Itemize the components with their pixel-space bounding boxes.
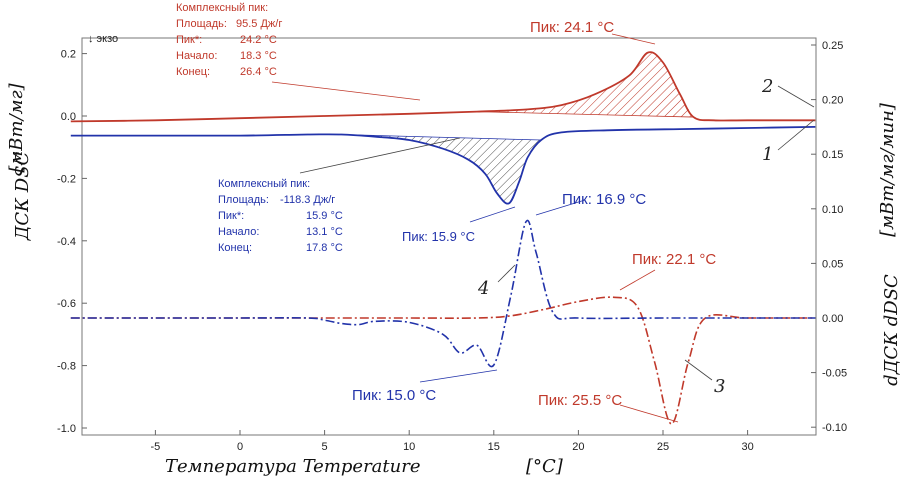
x-tick-label: 20 (572, 441, 584, 453)
peak-label-25-5: Пик: 25.5 °C (538, 392, 622, 409)
x-tick-label: 30 (741, 441, 753, 453)
y-axis-left-unit: [мВт/мг] (6, 82, 27, 172)
svg-text:Пик*:: Пик*: (176, 34, 202, 46)
exo-label: ↓ экзо (88, 33, 118, 45)
y-left-tick-label: 0.2 (61, 49, 76, 61)
svg-text:95.5 Дж/г: 95.5 Дж/г (236, 18, 282, 30)
y-axis-right-title: dДСК dDSC (881, 274, 902, 386)
series-2-line (70, 51, 816, 123)
svg-text:Площадь:: Площадь: (218, 194, 269, 206)
hatch-area-blue (339, 134, 543, 204)
svg-text:15.9 °C: 15.9 °C (306, 210, 343, 222)
baseline-blue (341, 134, 542, 141)
svg-text:dДСК dDSC: dДСК dDSC (881, 274, 902, 386)
baseline-red (476, 111, 694, 118)
svg-text:[мВт/мг]: [мВт/мг] (6, 82, 27, 172)
y-left-tick-label: -0.6 (57, 298, 76, 310)
curve-label-2: 2 (761, 76, 773, 97)
y-left-tick-label: -0.2 (57, 173, 76, 185)
hatch-area-red (473, 52, 695, 119)
y-left-tick-label: -0.8 (57, 361, 76, 373)
svg-text:[мВт/мг/мин]: [мВт/мг/мин] (877, 102, 898, 237)
svg-text:Конец:: Конец: (176, 66, 210, 78)
y-left-tick-label: 0.0 (61, 111, 76, 123)
y-left-tick-label: -0.4 (57, 236, 76, 248)
ylabel-left: ДСК DSC (12, 151, 33, 241)
svg-text:Пик*:: Пик*: (218, 210, 244, 222)
peak-label-24-1: Пик: 24.1 °C (530, 19, 614, 36)
axis-ticks: -5 0 5 10 15 20 25 30 0.2 0.0 -0.2 -0.4 -0.6 -0.8 -1.0… (57, 40, 847, 453)
annotation-red: Комплексный пик: Площадь: 95.5 Дж/г Пик*… (176, 2, 282, 78)
svg-text:-118.3 Дж/г: -118.3 Дж/г (280, 194, 335, 206)
y-right-tick-label: 0.00 (822, 313, 843, 325)
svg-text:24.2 °C: 24.2 °C (240, 34, 277, 46)
svg-text:Комплексный пик:: Комплексный пик: (218, 178, 310, 190)
y-axis-right-unit: [мВт/мг/мин] (877, 102, 898, 237)
svg-text:Начало:: Начало: (218, 226, 259, 238)
x-tick-label: 15 (488, 441, 500, 453)
y-right-tick-label: 0.10 (822, 204, 843, 216)
x-axis-unit: [°C] (526, 456, 564, 477)
y-right-tick-label: 0.25 (822, 40, 843, 52)
svg-text:18.3 °C: 18.3 °C (240, 50, 277, 62)
annotation-blue: Комплексный пик: Площадь: -118.3 Дж/г Пи… (218, 178, 343, 254)
curve-label-3: 3 (714, 376, 725, 397)
leader-lines (271, 33, 815, 423)
svg-text:17.8 °C: 17.8 °C (306, 242, 343, 254)
y-right-tick-label: 0.20 (822, 95, 843, 107)
svg-text:ДСК DSC: ДСК DSC (12, 151, 33, 241)
plot-frame (81, 37, 817, 436)
x-tick-label: 5 (322, 441, 328, 453)
x-tick-label: -5 (151, 441, 161, 453)
series-4-line (70, 219, 816, 368)
y-right-tick-label: 0.15 (822, 149, 843, 161)
x-tick-label: 25 (657, 441, 669, 453)
x-tick-label: 0 (237, 441, 243, 453)
x-tick-label: 10 (403, 441, 415, 453)
svg-text:Комплексный пик:: Комплексный пик: (176, 2, 268, 14)
series-3-line (70, 296, 816, 425)
peak-label-15-9: Пик: 15.9 °C (402, 229, 475, 244)
x-axis-title: Температура Temperature (165, 456, 421, 477)
y-right-tick-label: -0.10 (822, 422, 847, 434)
y-axis-left-title: ДСК DSC (12, 151, 33, 241)
y-right-tick-label: 0.05 (822, 258, 843, 270)
peak-label-22-1: Пик: 22.1 °C (632, 251, 716, 268)
svg-text:Площадь:: Площадь: (176, 18, 227, 30)
y-left-tick-label: -1.0 (57, 423, 76, 435)
svg-text:Начало:: Начало: (176, 50, 217, 62)
peak-label-15-0: Пик: 15.0 °C (352, 387, 436, 404)
svg-text:Конец:: Конец: (218, 242, 252, 254)
series-1-line (70, 126, 816, 205)
curve-label-1: 1 (762, 144, 773, 165)
svg-text:13.1 °C: 13.1 °C (306, 226, 343, 238)
peak-label-16-9: Пик: 16.9 °C (562, 191, 646, 208)
svg-text:26.4 °C: 26.4 °C (240, 66, 277, 78)
y-right-tick-label: -0.05 (822, 368, 847, 380)
curve-label-4: 4 (477, 278, 489, 299)
